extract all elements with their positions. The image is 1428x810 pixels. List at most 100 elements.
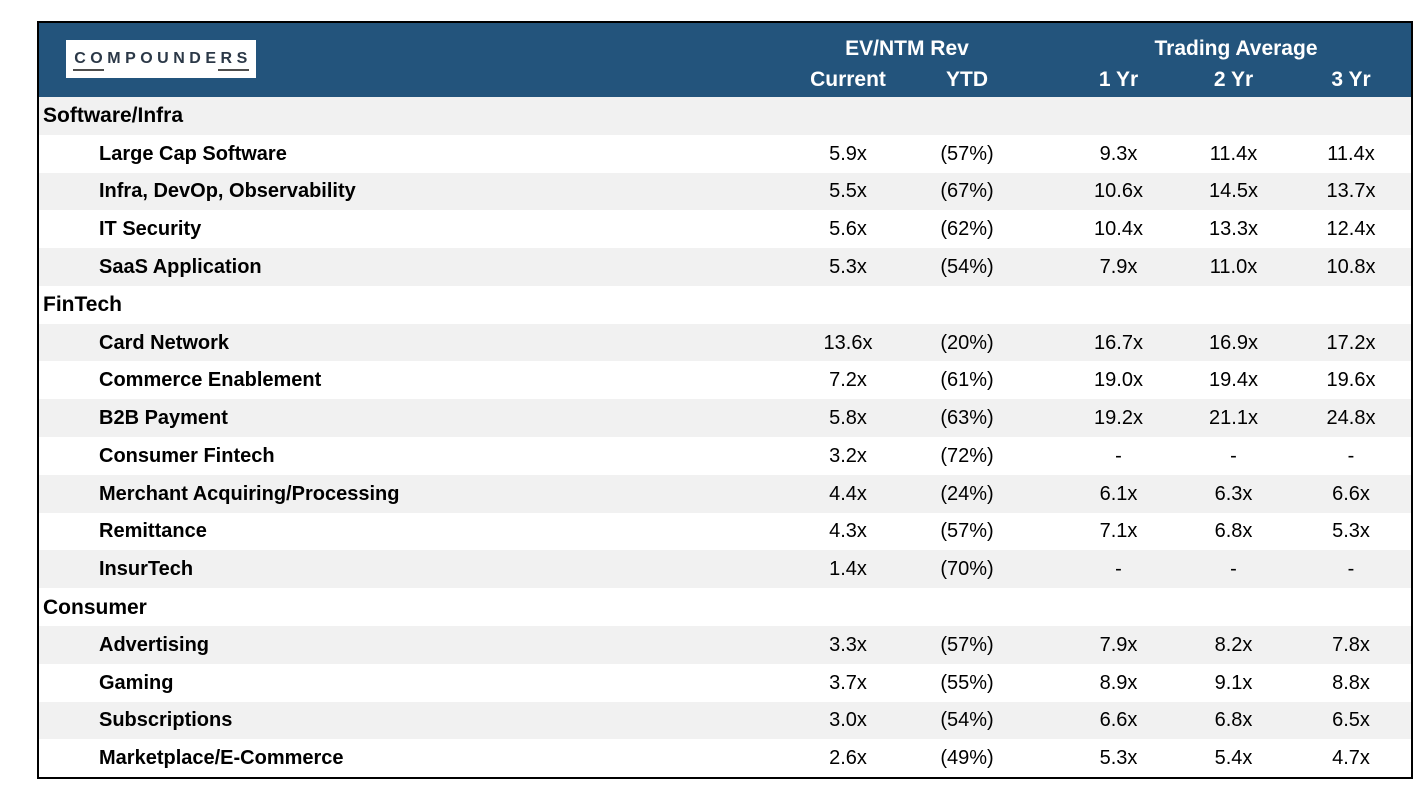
cell-ytd: (62%)	[940, 218, 994, 241]
section-header: FinTech	[43, 294, 122, 316]
row-label: Large Cap Software	[99, 143, 287, 164]
cell-1yr: 9.3x	[1099, 142, 1138, 165]
cell-current: 3.0x	[829, 709, 867, 732]
cell-3yr: -	[1347, 444, 1355, 467]
logo-text: COMPOUNDERS	[74, 50, 252, 67]
table-row: B2B Payment 5.8x (63%) 19.2x 21.1x 24.8x	[39, 399, 1411, 438]
section-header: Consumer	[43, 596, 147, 618]
cell-ytd: (57%)	[940, 142, 994, 165]
cell-ytd: (63%)	[940, 407, 994, 430]
cell-current: 5.9x	[829, 142, 867, 165]
cell-ytd: (24%)	[940, 482, 994, 505]
cell-current: 3.2x	[829, 444, 867, 467]
cell-current: 3.7x	[829, 671, 867, 694]
table-row: Merchant Acquiring/Processing 4.4x (24%)…	[39, 474, 1411, 513]
cell-2yr: 11.4x	[1209, 142, 1258, 165]
column-header-3yr: 3 Yr	[1331, 67, 1371, 91]
table-header: COMPOUNDERS EV/NTM Rev Trading Average C…	[39, 23, 1411, 97]
compounders-logo: COMPOUNDERS	[66, 40, 256, 78]
cell-current: 5.3x	[829, 256, 867, 279]
cell-2yr: 14.5x	[1209, 180, 1258, 203]
table-row: IT Security 5.6x (62%) 10.4x 13.3x 12.4x	[39, 210, 1411, 249]
row-label: Marketplace/E-Commerce	[99, 748, 344, 769]
cell-ytd: (61%)	[940, 369, 994, 392]
table-row: Gaming 3.7x (55%) 8.9x 9.1x 8.8x	[39, 663, 1411, 702]
cell-current: 1.4x	[829, 558, 867, 581]
valuation-table: COMPOUNDERS EV/NTM Rev Trading Average C…	[37, 21, 1413, 779]
cell-3yr: 4.7x	[1332, 747, 1370, 770]
cell-ytd: (72%)	[940, 444, 994, 467]
cell-1yr: 6.1x	[1099, 482, 1138, 505]
cell-2yr: 9.1x	[1214, 671, 1253, 694]
cell-3yr: 12.4x	[1326, 218, 1376, 241]
cell-3yr: 8.8x	[1332, 671, 1370, 694]
table-row: Marketplace/E-Commerce 2.6x (49%) 5.3x 5…	[39, 739, 1411, 778]
cell-ytd: (49%)	[940, 747, 994, 770]
column-headers: EV/NTM Rev Trading Average Current YTD 1…	[39, 23, 1411, 97]
cell-1yr: 10.4x	[1094, 218, 1143, 241]
column-header-1yr: 1 Yr	[1098, 67, 1139, 91]
group-header-trading-average: Trading Average	[1154, 37, 1318, 60]
cell-current: 4.3x	[829, 520, 867, 543]
cell-3yr: 13.7x	[1326, 180, 1376, 203]
cell-3yr: 17.2x	[1326, 331, 1376, 354]
section-header: Software/Infra	[43, 105, 184, 127]
cell-1yr: 7.1x	[1099, 520, 1138, 543]
row-label: Card Network	[99, 332, 230, 353]
cell-2yr: 6.8x	[1214, 520, 1253, 543]
cell-current: 7.2x	[829, 369, 867, 392]
row-label: Infra, DevOp, Observability	[99, 181, 356, 202]
table-row: Consumer Fintech 3.2x (72%) - - -	[39, 437, 1411, 475]
row-label: Merchant Acquiring/Processing	[99, 483, 400, 504]
section-row-software-infra: Software/Infra	[39, 97, 1411, 135]
cell-3yr: -	[1347, 558, 1355, 581]
cell-2yr: -	[1230, 444, 1237, 467]
cell-2yr: 6.3x	[1214, 482, 1253, 505]
cell-2yr: 8.2x	[1214, 633, 1253, 656]
cell-1yr: 19.2x	[1094, 407, 1143, 430]
table-row: Large Cap Software 5.9x (57%) 9.3x 11.4x…	[39, 134, 1411, 173]
row-label: Commerce Enablement	[99, 370, 322, 391]
cell-1yr: 19.0x	[1094, 369, 1143, 392]
group-header-ev-ntm-rev: EV/NTM Rev	[845, 37, 969, 60]
cell-current: 13.6x	[823, 331, 873, 354]
row-label: Subscriptions	[99, 710, 233, 731]
cell-2yr: 6.8x	[1214, 709, 1253, 732]
row-label: Advertising	[99, 634, 210, 655]
cell-3yr: 6.5x	[1332, 709, 1370, 732]
cell-ytd: (20%)	[940, 331, 994, 354]
cell-current: 5.8x	[829, 407, 867, 430]
cell-1yr: 8.9x	[1099, 671, 1138, 694]
row-label: B2B Payment	[99, 408, 228, 429]
cell-1yr: 6.6x	[1099, 709, 1138, 732]
cell-2yr: 21.1x	[1209, 407, 1258, 430]
row-label: InsurTech	[99, 559, 194, 580]
cell-1yr: 7.9x	[1099, 256, 1138, 279]
cell-ytd: (54%)	[940, 709, 994, 732]
cell-1yr: 7.9x	[1099, 633, 1138, 656]
cell-ytd: (57%)	[940, 633, 994, 656]
column-header-2yr: 2 Yr	[1213, 67, 1254, 91]
row-label: Remittance	[99, 521, 207, 542]
column-header-ytd: YTD	[946, 67, 988, 91]
cell-1yr: 10.6x	[1094, 180, 1143, 203]
column-header-current: Current	[810, 67, 886, 91]
table-row: Infra, DevOp, Observability 5.5x (67%) 1…	[39, 172, 1411, 211]
cell-current: 5.6x	[829, 218, 867, 241]
cell-ytd: (57%)	[940, 520, 994, 543]
cell-2yr: 19.4x	[1209, 369, 1258, 392]
cell-1yr: 16.7x	[1094, 331, 1143, 354]
table-body: Software/Infra Large Cap Software 5.9x (…	[39, 97, 1411, 778]
cell-current: 5.5x	[829, 180, 867, 203]
table-row: InsurTech 1.4x (70%) - - -	[39, 550, 1411, 589]
row-label: Consumer Fintech	[99, 445, 275, 466]
table-row: Commerce Enablement 7.2x (61%) 19.0x 19.…	[39, 361, 1411, 400]
cell-3yr: 5.3x	[1332, 520, 1370, 543]
cell-ytd: (67%)	[940, 180, 994, 203]
table-row: Advertising 3.3x (57%) 7.9x 8.2x 7.8x	[39, 625, 1411, 664]
cell-current: 3.3x	[829, 633, 867, 656]
cell-current: 4.4x	[829, 482, 867, 505]
cell-2yr: -	[1230, 558, 1237, 581]
cell-1yr: -	[1115, 444, 1122, 467]
logo-underline-left-icon	[73, 69, 104, 71]
